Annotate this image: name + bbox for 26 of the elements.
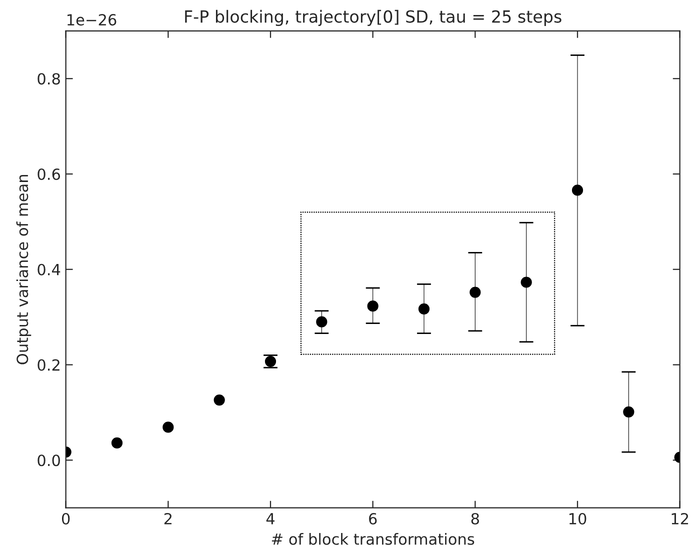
point [316,316,328,328]
x-tick-label: 0 [62,512,70,525]
point [367,300,378,312]
x-tick-label: 4 [266,513,275,524]
x-tick-label: 8 [471,512,479,525]
y-axis-title: Output variance of mean [16,174,32,364]
point [572,184,584,196]
y-tick-label: 0.8 [38,73,60,85]
y-tick-label: 0.0 [38,454,60,466]
point [418,303,430,315]
x-tick-label: 6 [369,512,377,525]
y-tick-label: 0.4 [38,264,60,276]
point [520,276,532,288]
x-tick-label: 2 [164,512,172,524]
x-tick-label: 10 [569,512,586,525]
point [470,286,481,298]
x-axis-title: # of block transformations [272,533,474,545]
chart-title: F-P blocking, trajectory[0] SD, tau = 25 steps [185,10,562,26]
point [623,406,634,418]
point [111,437,123,449]
x-tick-label: 12 [672,512,688,524]
point [162,422,174,433]
y-tick-label: 0.2 [38,359,60,371]
y-tick-label: 0.6 [38,168,60,180]
point [214,394,225,406]
text: 1e−26 [68,14,116,26]
